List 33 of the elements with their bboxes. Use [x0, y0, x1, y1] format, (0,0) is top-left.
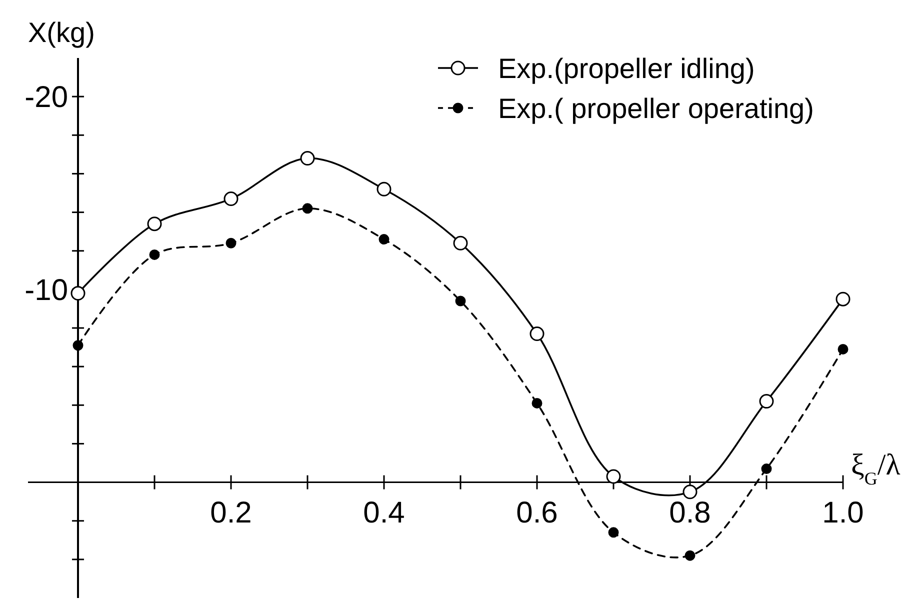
point: [606, 469, 621, 484]
y-tick-label: -10: [24, 274, 68, 307]
x-tick-label: 0.6: [516, 496, 558, 530]
x-axis-title: ξ$_{G}$/λ: [851, 448, 901, 488]
point: [455, 296, 466, 306]
point: [682, 484, 698, 500]
point: [608, 527, 619, 538]
x-tick-label: 0.2: [210, 496, 252, 530]
point: [684, 550, 696, 561]
legend-label: Exp.(propeller idling): [498, 52, 755, 84]
x-tick-label: 0.8: [669, 496, 711, 530]
x-tick-label: 0.4: [363, 496, 405, 530]
point: [226, 238, 236, 248]
point: [300, 151, 315, 166]
point: [70, 286, 86, 301]
point: [302, 203, 313, 214]
point: [149, 249, 160, 260]
point: [378, 234, 390, 245]
point: [224, 192, 238, 206]
legend-label: Exp.( propeller operating): [498, 92, 814, 124]
point: [838, 344, 848, 354]
y-axis-title: X(kg): [28, 17, 95, 48]
point: [72, 340, 84, 351]
point: [761, 464, 772, 474]
point: [376, 182, 392, 196]
point: [530, 326, 544, 342]
point: [759, 394, 774, 409]
point: [836, 292, 850, 306]
point: [532, 398, 542, 408]
y-tick-label: -20: [24, 81, 68, 114]
point: [147, 216, 162, 232]
x-tick-label: 1.0: [822, 496, 864, 530]
point: [453, 236, 468, 250]
